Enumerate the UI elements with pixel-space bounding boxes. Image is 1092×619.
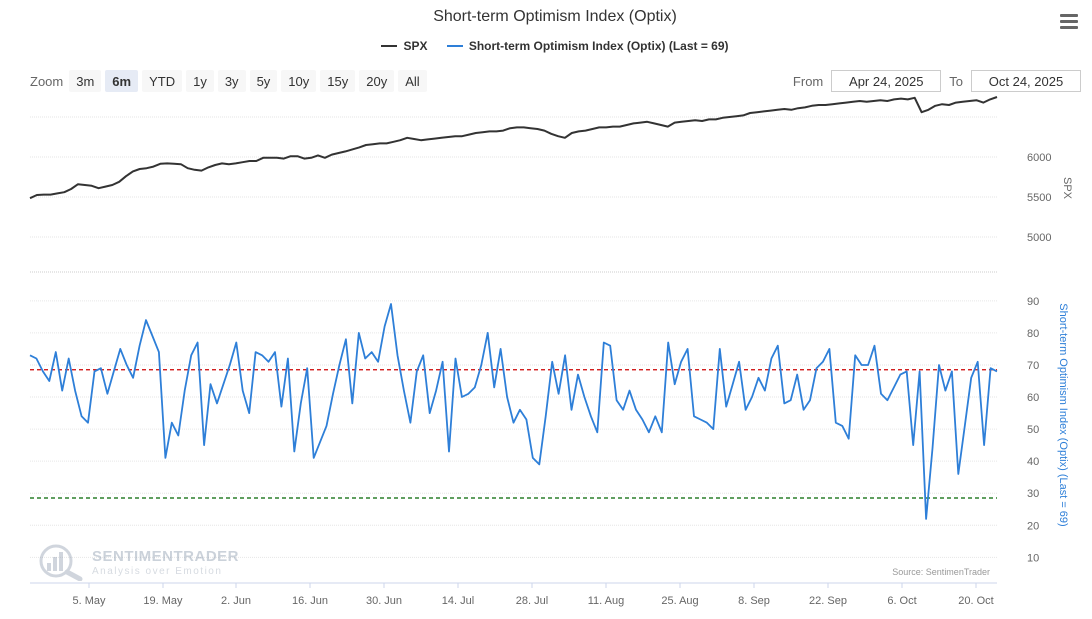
x-tick-label: 19. May bbox=[143, 595, 183, 607]
zoom-button-5y[interactable]: 5y bbox=[249, 70, 278, 92]
legend: SPX Short-term Optimism Index (Optix) (L… bbox=[0, 36, 1092, 53]
sentimentrader-logo: SENTIMENTRADER Analysis over Emotion bbox=[36, 543, 239, 581]
zoom-button-all[interactable]: All bbox=[398, 70, 427, 92]
zoom-button-10y[interactable]: 10y bbox=[281, 70, 317, 92]
x-tick-label: 20. Oct bbox=[958, 595, 993, 607]
optix-tick-label: 40 bbox=[1027, 456, 1039, 468]
range-to-input[interactable] bbox=[971, 70, 1081, 92]
source-credit: Source: SentimenTrader bbox=[892, 567, 990, 577]
optix-tick-label: 20 bbox=[1027, 520, 1039, 532]
x-tick-label: 30. Jun bbox=[366, 595, 402, 607]
optix-axis-title: Short-term Optimism Index (Optix) (Last … bbox=[1057, 303, 1069, 526]
legend-item-optix[interactable]: Short-term Optimism Index (Optix) (Last … bbox=[446, 39, 729, 53]
logo-magnifier-icon bbox=[39, 544, 83, 581]
x-tick-label: 5. May bbox=[72, 595, 106, 607]
optix-tick-label: 90 bbox=[1027, 296, 1039, 308]
zoom-button-ytd[interactable]: YTD bbox=[142, 70, 183, 92]
hamburger-menu-icon[interactable] bbox=[1060, 14, 1078, 30]
x-tick-label: 14. Jul bbox=[442, 595, 474, 607]
date-range: From To bbox=[793, 70, 1081, 92]
legend-swatch-spx bbox=[381, 45, 398, 47]
zoom-button-6m[interactable]: 6m bbox=[105, 70, 139, 92]
legend-swatch-optix bbox=[446, 45, 463, 47]
x-tick-label: 8. Sep bbox=[738, 595, 770, 607]
x-tick-label: 28. Jul bbox=[516, 595, 548, 607]
optix-tick-label: 80 bbox=[1027, 328, 1039, 340]
x-tick-label: 25. Aug bbox=[661, 595, 698, 607]
range-to-label: To bbox=[949, 73, 963, 89]
spx-tick-label: 6000 bbox=[1027, 152, 1051, 164]
spx-tick-label: 5000 bbox=[1027, 232, 1051, 244]
x-tick-label: 22. Sep bbox=[809, 595, 847, 607]
legend-label-spx: SPX bbox=[403, 39, 428, 53]
spx-series-line bbox=[29, 96, 998, 200]
x-tick-label: 16. Jun bbox=[292, 595, 328, 607]
logo-brand: SENTIMENTRADER bbox=[92, 547, 240, 565]
chart-title: Short-term Optimism Index (Optix) bbox=[433, 8, 677, 25]
optix-tick-label: 10 bbox=[1027, 552, 1039, 564]
zoom-button-1y[interactable]: 1y bbox=[186, 70, 214, 92]
range-from-input[interactable] bbox=[831, 70, 942, 92]
x-tick-label: 11. Aug bbox=[588, 595, 625, 607]
x-tick-label: 2. Jun bbox=[221, 595, 251, 607]
spx-axis-title: SPX bbox=[1061, 177, 1073, 200]
optix-series-line bbox=[29, 303, 998, 520]
legend-label-optix: Short-term Optimism Index (Optix) (Last … bbox=[468, 39, 729, 53]
x-tick-label: 6. Oct bbox=[887, 595, 916, 607]
zoom-label: Zoom bbox=[30, 73, 64, 89]
zoom-button-15y[interactable]: 15y bbox=[320, 70, 356, 92]
optix-tick-label: 60 bbox=[1027, 392, 1039, 404]
spx-tick-label: 5500 bbox=[1027, 192, 1051, 204]
zoom-button-3y[interactable]: 3y bbox=[217, 70, 246, 92]
zoom-button-20y[interactable]: 20y bbox=[359, 70, 395, 92]
range-from-label: From bbox=[792, 73, 824, 89]
zoom-button-3m[interactable]: 3m bbox=[69, 70, 102, 92]
optix-tick-label: 50 bbox=[1027, 424, 1039, 436]
zoom-bar: Zoom 3m 6m YTD 1y 3y 5y 10y 15y 20y All bbox=[30, 70, 431, 92]
optix-tick-label: 70 bbox=[1027, 360, 1039, 372]
logo-tagline: Analysis over Emotion bbox=[92, 565, 223, 577]
optix-tick-label: 30 bbox=[1027, 488, 1039, 500]
legend-item-spx[interactable]: SPX bbox=[381, 39, 427, 53]
